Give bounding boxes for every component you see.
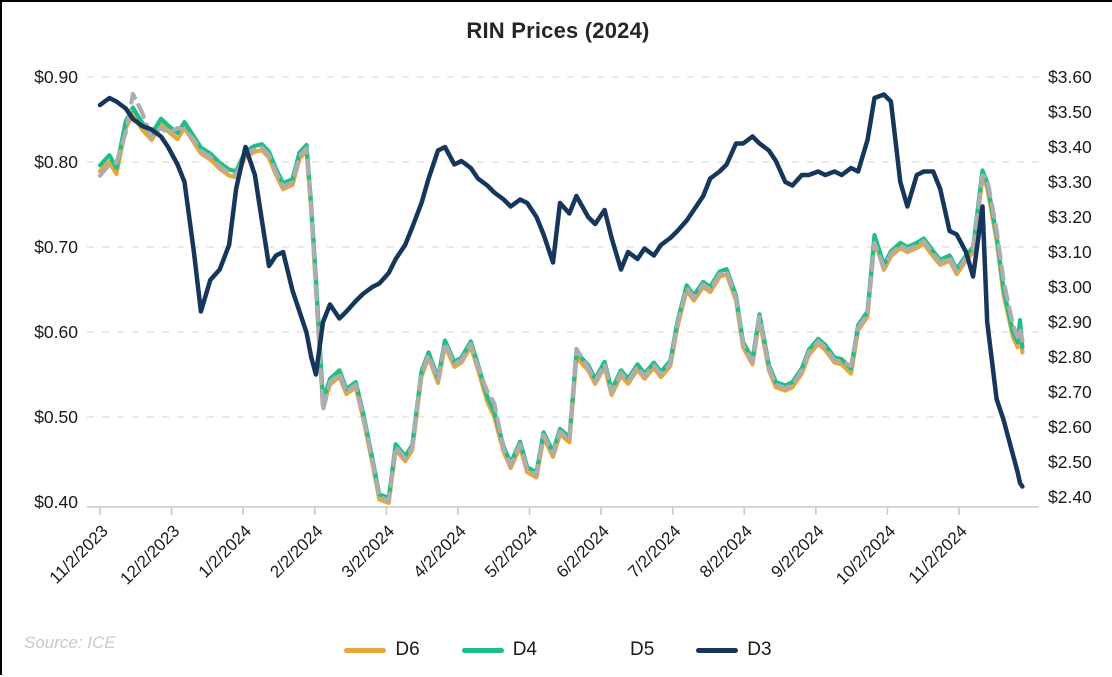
right-axis-label: $2.40 <box>1048 487 1092 507</box>
right-axis-label: $3.00 <box>1048 277 1092 297</box>
right-axis-label: $2.70 <box>1048 382 1092 402</box>
x-axis-label: 3/2/2024 <box>338 521 398 581</box>
x-axis-label: 4/2/2024 <box>410 521 470 581</box>
legend-item-d5: D5 <box>579 639 654 661</box>
legend-label: D4 <box>512 639 537 660</box>
x-axis-label: 11/2/2023 <box>46 521 112 587</box>
legend-item-d6: D6 <box>344 639 420 661</box>
right-axis-label: $3.40 <box>1048 137 1092 157</box>
x-axis-label: 11/2/2024 <box>905 521 971 587</box>
source-note: Source: ICE <box>24 633 116 652</box>
left-axis-label: $0.50 <box>34 407 78 427</box>
series-line-d3 <box>97 92 1025 489</box>
right-axis-label: $2.50 <box>1048 452 1092 472</box>
right-axis-label: $3.30 <box>1048 172 1092 192</box>
legend-label: D3 <box>747 639 772 660</box>
left-axis-label: $0.70 <box>34 237 78 257</box>
right-axis-label: $3.60 <box>1048 67 1092 87</box>
left-axis-label: $0.40 <box>34 492 78 512</box>
x-axis-label: 7/2/2024 <box>624 521 684 581</box>
series-line-d5 <box>97 91 1025 503</box>
x-axis-label: 8/2/2024 <box>696 521 756 581</box>
left-axis-label: $0.60 <box>34 322 78 342</box>
legend-label: D5 <box>630 639 655 660</box>
x-axis-label: 6/2/2024 <box>553 521 613 581</box>
left-axis-label: $0.80 <box>34 152 78 172</box>
x-axis-label: 5/2/2024 <box>481 521 541 581</box>
x-axis-label: 2/2/2024 <box>266 521 326 581</box>
left-axis-label: $0.90 <box>34 67 78 87</box>
right-axis-label: $2.90 <box>1048 312 1092 332</box>
right-axis-label: $2.80 <box>1048 347 1092 367</box>
right-axis-label: $3.10 <box>1048 242 1092 262</box>
right-axis-label: $3.20 <box>1048 207 1092 227</box>
chart-title: RIN Prices (2024) <box>466 18 650 43</box>
legend-label: D6 <box>395 639 420 660</box>
legend-item-d3: D3 <box>696 639 772 661</box>
legend-swatch-d6 <box>344 647 387 653</box>
right-axis-label: $3.50 <box>1048 102 1092 122</box>
legend-swatch-d5 <box>579 648 621 653</box>
legend-item-d4: D4 <box>461 639 537 661</box>
x-axis-label: 9/2/2024 <box>767 521 827 581</box>
legend-swatch-d3 <box>696 647 739 653</box>
legend: D6 D4 D5 D3 <box>2 639 1112 661</box>
right-axis-label: $2.60 <box>1048 417 1092 437</box>
legend-swatch-d4 <box>461 647 504 653</box>
x-axis-label: 10/2/2024 <box>832 521 899 588</box>
x-axis-label: 12/2/2023 <box>116 521 183 588</box>
x-axis-label: 1/2/2024 <box>195 521 255 581</box>
